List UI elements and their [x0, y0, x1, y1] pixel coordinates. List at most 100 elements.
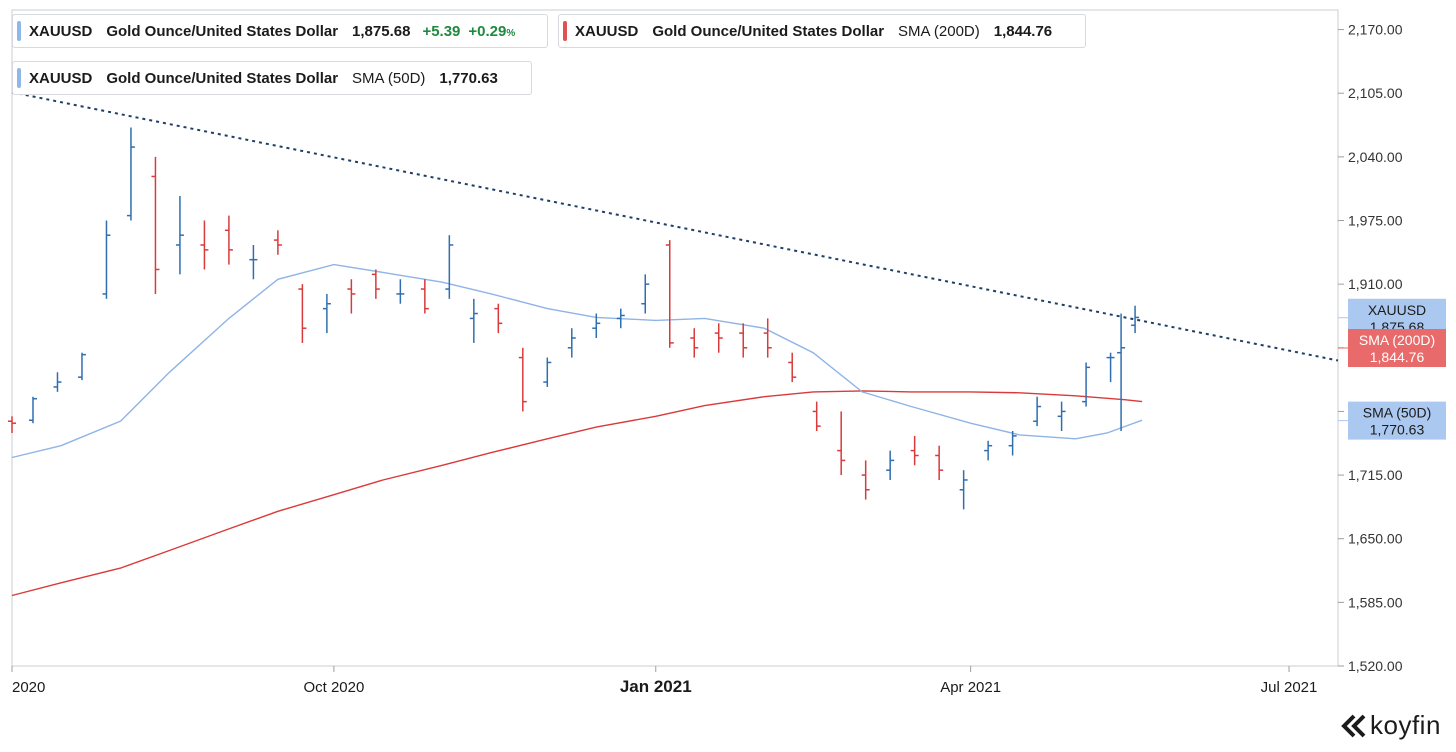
y-tick-label: 1,650.00	[1348, 531, 1403, 547]
ohlc-bar	[102, 220, 111, 299]
y-axis: 1,520.001,585.001,650.001,715.001,780.00…	[1338, 22, 1403, 674]
chart-frame	[11, 9, 1339, 667]
price-label: SMA (50D)1,770.63	[1338, 401, 1446, 440]
ohlc-bar	[77, 352, 86, 381]
ohlc-bar	[1033, 396, 1042, 427]
price-label-box	[1348, 329, 1446, 368]
x-tick-label: Jul 2021	[1261, 679, 1318, 696]
legend-sma50[interactable]: XAUUSD Gold Ounce/United States Dollar S…	[12, 61, 532, 95]
series-line	[11, 390, 1143, 597]
legend-sma200-name: Gold Ounce/United States Dollar	[652, 22, 885, 40]
koyfin-logo-text: koyfin	[1370, 710, 1441, 740]
price-label: SMA (200D)1,844.76	[1338, 329, 1446, 368]
ohlc-bar	[812, 401, 821, 432]
ohlc-bar	[543, 357, 552, 387]
ohlc-bar	[273, 230, 282, 255]
price-label-name: SMA (50D)	[1363, 405, 1431, 421]
legend-main-name: Gold Ounce/United States Dollar	[106, 22, 339, 40]
y-tick-label: 1,975.00	[1348, 213, 1403, 229]
y-tick-label: 2,170.00	[1348, 22, 1403, 38]
ohlc-bar	[984, 440, 993, 461]
x-axis: 2020 Oct 2020 Jan 2021 Apr 2021 Jul 2021	[11, 666, 1318, 696]
ohlc-bar	[739, 323, 748, 358]
ohlc-bar	[175, 196, 184, 275]
ohlc-bar	[151, 156, 160, 294]
trendline	[11, 91, 1339, 362]
ohlc-bar	[53, 372, 62, 392]
ohlc-bar	[126, 127, 135, 221]
ohlc-bar	[224, 215, 233, 265]
legend-sma50-swatch	[17, 68, 21, 88]
ohlc-bar	[788, 352, 797, 383]
ohlc-bar	[420, 279, 429, 314]
ohlc-bar	[861, 460, 870, 500]
ohlc-bar	[322, 293, 331, 334]
ohlc-bar	[886, 450, 895, 480]
y-tick-label: 2,040.00	[1348, 149, 1403, 165]
sma-50-series	[11, 263, 1143, 459]
ohlc-bar	[1008, 431, 1017, 456]
ohlc-bar	[641, 274, 650, 314]
ohlc-bar	[8, 416, 16, 433]
ohlc-bar	[298, 284, 307, 343]
legend-main-value: 1,875.68	[352, 22, 411, 40]
ohlc-bar	[249, 244, 258, 280]
sma-200-series	[11, 390, 1143, 597]
legend-main-symbol: XAUUSD	[29, 22, 93, 40]
legend-main-swatch	[17, 21, 21, 41]
legend-sma200-indicator: SMA (200D)	[898, 22, 980, 40]
ohlc-bar	[1057, 401, 1066, 432]
legend-main-change-pct-value: +0.29	[468, 22, 507, 40]
legend-main-change-pct: +0.29%	[468, 23, 515, 40]
ohlc-bar	[518, 347, 527, 412]
x-tick-label: Oct 2020	[303, 679, 364, 696]
xauusd-ohlc-series	[8, 127, 1140, 510]
ohlc-bar	[1117, 313, 1126, 432]
ohlc-bar	[616, 308, 625, 329]
ohlc-bar	[935, 445, 944, 480]
ohlc-bar	[200, 220, 209, 270]
ohlc-bar	[763, 318, 772, 358]
price-label-name: SMA (200D)	[1359, 332, 1435, 348]
ohlc-bar	[592, 313, 601, 338]
legend-main-change: +5.39	[422, 22, 461, 40]
ohlc-bar	[347, 279, 356, 314]
koyfin-logo: koyfin	[1340, 710, 1441, 741]
ohlc-bar	[1082, 362, 1091, 407]
x-tick-label: Apr 2021	[940, 679, 1001, 696]
price-label-value: 1,844.76	[1370, 349, 1425, 365]
y-tick-label: 2,105.00	[1348, 85, 1403, 101]
ohlc-bar	[396, 279, 405, 304]
ohlc-bar	[494, 303, 503, 334]
ohlc-bar	[28, 396, 37, 424]
legend-sma200-symbol: XAUUSD	[575, 22, 639, 40]
y-tick-label: 1,585.00	[1348, 594, 1403, 610]
ohlc-bar	[665, 240, 674, 348]
ohlc-bar	[1131, 305, 1140, 334]
ohlc-bar	[567, 328, 576, 358]
ohlc-bar	[469, 298, 478, 343]
y-tick-label: 1,715.00	[1348, 467, 1403, 483]
ohlc-bar	[1106, 352, 1115, 383]
koyfin-logo-icon	[1341, 714, 1366, 737]
y-tick-label: 1,910.00	[1348, 276, 1403, 292]
x-tick-label: 2020	[12, 679, 45, 696]
ohlc-bar	[371, 269, 380, 299]
legend-sma200-value: 1,844.76	[993, 22, 1053, 40]
x-tick-label: Jan 2021	[620, 677, 692, 696]
trendline-line	[11, 91, 1339, 362]
price-label-name: XAUUSD	[1368, 302, 1426, 318]
ohlc-bar	[910, 435, 919, 466]
price-label-value: 1,770.63	[1370, 422, 1425, 438]
legend-sma50-symbol: XAUUSD	[29, 69, 93, 87]
series-line	[11, 263, 1143, 459]
legend-main[interactable]: XAUUSD Gold Ounce/United States Dollar 1…	[12, 14, 548, 48]
plot-border	[11, 9, 1339, 667]
legend-sma50-indicator: SMA (50D)	[352, 69, 426, 87]
legend-main-change-pct-sign: %	[506, 27, 516, 39]
ohlc-bar	[690, 328, 699, 358]
legend-sma50-value: 1,770.63	[439, 69, 498, 87]
legend-sma200[interactable]: XAUUSD Gold Ounce/United States Dollar S…	[558, 14, 1086, 48]
